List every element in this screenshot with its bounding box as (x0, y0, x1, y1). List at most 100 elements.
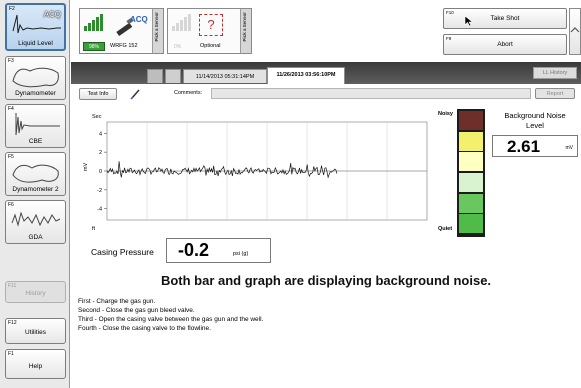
nav-help-button[interactable]: F1 Help (5, 349, 66, 379)
fkey-label: F2 (9, 6, 15, 12)
sensor-1-panel[interactable]: 98% ACQ WRFG 152 Pick a Sensor (79, 8, 164, 54)
battery-label: 98% (88, 44, 99, 50)
sensor-2-panel[interactable]: 0% ? Optional Pick a Sensor (167, 8, 252, 54)
noise-title-line2: Level (526, 121, 544, 130)
noise-bar-segment (459, 152, 483, 172)
nav-label: CBE (28, 138, 43, 145)
noise-bar-segment (459, 173, 483, 193)
instruction-step: Second - Close the gas gun bleed valve. (78, 307, 195, 314)
nav-cbe-button[interactable]: F4 CBE (5, 104, 66, 148)
sensor-name: Optional (200, 43, 221, 49)
instructions-list: First - Charge the gas gun. Second - Clo… (78, 297, 263, 333)
tab-older-2[interactable] (165, 69, 181, 83)
sensor-toolbar: 98% ACQ WRFG 152 Pick a Sensor 0% ? Opti… (71, 0, 581, 62)
noise-level-bar (457, 109, 485, 237)
instruction-step: First - Charge the gas gun. (78, 298, 156, 305)
instruction-step: Fourth - Close the casing valve to the f… (78, 325, 211, 332)
casing-pressure-value: -0.2 (178, 240, 210, 260)
fkey-label: F9 (446, 36, 452, 41)
optional-sensor-placeholder: ? (199, 14, 223, 36)
main-content: Test Info Comments: Report Sec mV ft 4 2 0… (71, 84, 581, 388)
fkey-label: F12 (8, 320, 17, 326)
battery-label: 0% (174, 44, 182, 50)
pen-icon[interactable] (130, 88, 142, 100)
comments-label: Comments: (174, 90, 203, 96)
annotation-caption: Both bar and graph are displaying backgr… (160, 273, 492, 288)
tab-test-1[interactable]: 11/14/2013 05:31:14PM (183, 69, 267, 83)
y-tick-label: -4 (97, 207, 102, 213)
noise-bar-segment (459, 111, 483, 131)
fkey-label: F11 (8, 283, 17, 289)
cbe-icon (15, 113, 60, 136)
acoustic-trace-chart: Sec mV ft 4 2 0 -2 -4 (77, 112, 431, 240)
noise-bar-segment (459, 131, 483, 151)
tab-older[interactable] (147, 69, 163, 83)
noise-bar-segment (459, 214, 483, 234)
abort-button[interactable]: F9 Abort (443, 34, 567, 55)
noise-unit: mV (565, 145, 574, 151)
signal-strength-icon (84, 14, 103, 31)
nav-dynamometer2-button[interactable]: F5 Dynamometer 2 (5, 152, 66, 196)
signal-strength-icon (172, 14, 191, 31)
nav-liquid-level-button[interactable]: F2 ACQ Liquid Level (5, 3, 66, 51)
casing-pressure-box: -0.2 psi (g) (166, 238, 271, 263)
noise-value-box: 2.61 mV (492, 135, 578, 157)
nav-utilities-button[interactable]: F12 Utilities (5, 318, 66, 344)
ll-history-button[interactable]: LL History (533, 67, 577, 79)
pick-sensor-tab[interactable]: Pick a Sensor (152, 9, 163, 53)
nav-label: GDA (28, 234, 43, 241)
tab-test-2[interactable]: 11/26/2013 03:56:10PM (267, 67, 345, 84)
quiet-label: Quiet (438, 226, 453, 232)
noise-trace-line (106, 161, 338, 179)
y-tick-label: 0 (99, 169, 102, 175)
dynamometer2-icon (12, 164, 59, 183)
nav-label: Help (28, 363, 43, 370)
abort-label: Abort (497, 41, 513, 48)
scroll-up-button[interactable] (569, 8, 581, 55)
gas-gun-icon (116, 17, 134, 37)
comments-field[interactable] (211, 88, 531, 99)
fkey-label: F4 (8, 106, 14, 112)
acq-label: ACQ (43, 10, 61, 19)
casing-pressure-unit: psi (g) (233, 251, 249, 257)
report-button[interactable]: Report (535, 88, 575, 99)
dynamometer-icon (12, 67, 59, 88)
test-info-button[interactable]: Test Info (79, 88, 117, 100)
y-tick-label: -2 (97, 188, 102, 194)
nav-label: Dynamometer (15, 90, 56, 97)
pick-sensor-tab[interactable]: Pick a Sensor (240, 9, 251, 53)
left-navigation: F2 ACQ Liquid Level F3 Dynamometer F4 CB… (0, 0, 70, 388)
fkey-label: F6 (8, 202, 14, 208)
top-unit-label: Sec (92, 114, 102, 120)
noise-bar-segment (459, 193, 483, 213)
nav-label: Liquid Level (18, 40, 53, 47)
sensor-name: WRFG 152 (110, 43, 138, 49)
liquid-level-icon (12, 14, 61, 34)
mouse-cursor-icon (464, 15, 474, 27)
y-tick-label: 4 (99, 131, 102, 137)
trace-plot-svg: 4 2 0 -2 -4 (97, 121, 428, 221)
noise-value: 2.61 (507, 137, 541, 156)
nav-gda-button[interactable]: F6 GDA (5, 200, 66, 244)
test-tabs-strip: 11/14/2013 05:31:14PM 11/26/2013 03:56:1… (71, 62, 581, 84)
battery-indicator: 98% (83, 42, 105, 51)
noise-title-line1: Background Noise (504, 111, 566, 120)
noisy-label: Noisy (438, 111, 453, 117)
chevron-up-icon (570, 27, 580, 33)
pick-sensor-label: Pick a Sensor (154, 12, 159, 42)
take-shot-label: Take Shot (490, 15, 520, 22)
nav-dynamometer-button[interactable]: F3 Dynamometer (5, 56, 66, 100)
pick-sensor-label: Pick a Sensor (242, 12, 247, 42)
fkey-label: F3 (8, 58, 14, 64)
casing-pressure-label: Casing Pressure (91, 247, 154, 257)
nav-label: History (25, 290, 46, 297)
question-mark-icon: ? (207, 17, 215, 32)
fkey-label: F5 (8, 154, 14, 160)
take-shot-button[interactable]: F10 Take Shot (443, 8, 567, 29)
acq-label: ACQ (130, 15, 148, 24)
nav-history-button[interactable]: F11 History (5, 281, 66, 303)
nav-label: Dynamometer 2 (12, 186, 59, 193)
fkey-label: F1 (8, 351, 14, 357)
instruction-step: Third - Open the casing valve between th… (78, 316, 264, 323)
fkey-label: F10 (446, 10, 454, 15)
